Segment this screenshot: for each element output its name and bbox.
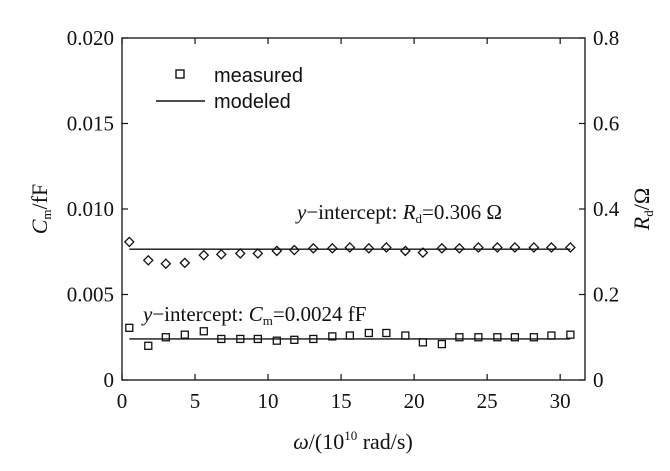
- rd-point: [363, 242, 375, 254]
- y-right-tick-label: 0.2: [593, 283, 619, 307]
- rd-point: [344, 242, 356, 253]
- rd-point: [545, 242, 557, 253]
- rd-point: [436, 242, 448, 254]
- legend-measured-marker: [175, 69, 185, 79]
- x-tick-label: 10: [258, 389, 279, 413]
- legend-measured-label: measured: [214, 65, 303, 87]
- cm-point: [529, 333, 539, 342]
- cm-point: [364, 328, 373, 338]
- rd-point: [142, 254, 154, 266]
- rd-point: [160, 258, 172, 270]
- x-tick-label: 0: [117, 389, 128, 413]
- y-right-tick-label: 0: [593, 368, 604, 392]
- x-tick-label: 5: [190, 389, 201, 413]
- cm-point: [345, 331, 354, 340]
- rd-point: [198, 249, 210, 261]
- legend-modeled-label: modeled: [214, 91, 291, 113]
- x-axis-title: ω/(1010 rad/s): [293, 428, 413, 454]
- rd-point: [417, 247, 429, 259]
- cm-point: [180, 330, 189, 339]
- rd-point: [179, 257, 191, 269]
- y-left-tick-label: 0.020: [67, 26, 114, 50]
- x-tick-label: 15: [331, 389, 352, 413]
- y-left-tick-label: 0: [104, 368, 115, 392]
- y-left-tick-label: 0.005: [67, 283, 114, 307]
- rd-point: [271, 245, 283, 257]
- y-left-tick-label: 0.015: [67, 112, 114, 136]
- rd-point: [380, 242, 392, 253]
- x-tick-label: 20: [404, 389, 425, 413]
- y-right-tick-label: 0.4: [593, 197, 620, 221]
- annotation-cm-intercept: y−intercept: Cm=0.0024 fF: [141, 302, 366, 328]
- cm-point: [309, 334, 318, 344]
- y-left-axis-title: Cm/fF: [27, 184, 54, 235]
- cm-point: [455, 333, 464, 342]
- cm-point: [253, 334, 262, 344]
- cm-point: [217, 334, 226, 344]
- rd-point: [528, 242, 540, 253]
- cm-point: [199, 327, 208, 336]
- cm-point: [236, 334, 245, 344]
- cm-point: [474, 333, 483, 342]
- cm-point: [328, 332, 337, 341]
- cm-point: [437, 339, 447, 349]
- y-right-axis-title: Rd/Ω: [629, 188, 656, 231]
- cm-point: [272, 336, 281, 345]
- rd-point: [252, 248, 264, 259]
- cm-point: [144, 341, 153, 350]
- y-right-tick-label: 0.6: [593, 112, 619, 136]
- cm-point: [547, 331, 556, 340]
- rd-point: [564, 242, 576, 253]
- rd-point: [399, 245, 411, 257]
- x-tick-label: 25: [477, 389, 498, 413]
- cm-point: [401, 331, 410, 340]
- rd-point: [491, 242, 503, 253]
- cm-point: [125, 323, 134, 332]
- cm-point: [161, 333, 170, 342]
- cm-point: [566, 330, 575, 339]
- rd-point: [215, 248, 227, 260]
- rd-point: [288, 244, 300, 256]
- cm-point: [290, 335, 299, 344]
- cm-point: [493, 333, 502, 342]
- rd-point: [472, 242, 484, 253]
- rd-point: [234, 248, 246, 259]
- rd-point: [123, 236, 135, 248]
- y-right-tick-label: 0.8: [593, 26, 619, 50]
- rd-point: [307, 242, 319, 254]
- rd-point: [326, 242, 338, 254]
- legend: measured modeled: [156, 65, 303, 113]
- rd-point: [509, 242, 521, 253]
- cm-point: [510, 333, 520, 342]
- cm-point: [382, 328, 391, 338]
- y-left-tick-label: 0.010: [67, 197, 114, 221]
- annotation-rd-intercept: y−intercept: Rd=0.306 Ω: [295, 200, 502, 226]
- cm-point: [418, 338, 428, 347]
- rd-point: [453, 242, 465, 254]
- x-tick-label: 30: [550, 389, 571, 413]
